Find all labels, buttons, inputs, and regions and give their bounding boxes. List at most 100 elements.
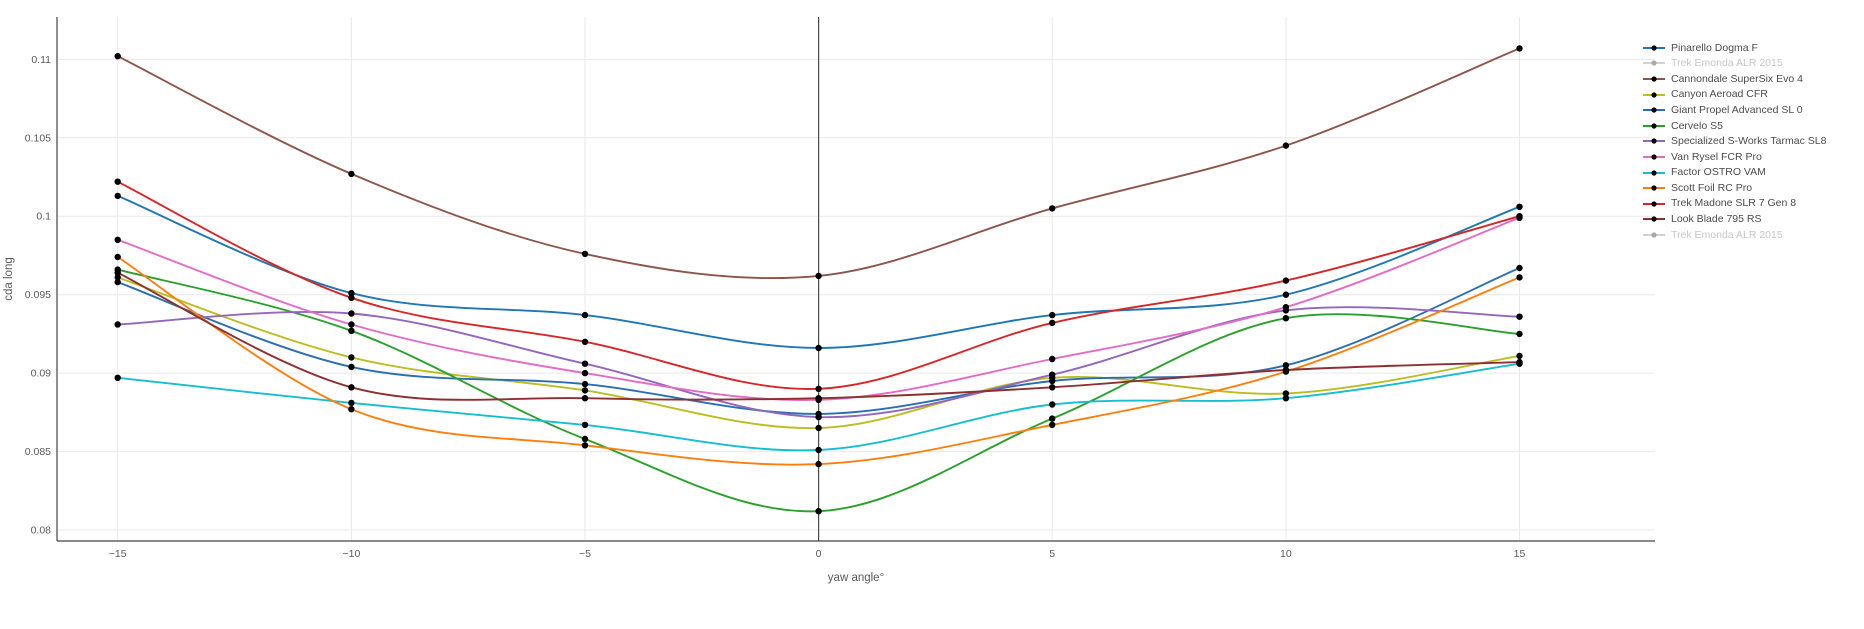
legend-item-9[interactable]: Scott Foil RC Pro — [1642, 180, 1857, 196]
legend-item-3[interactable]: Canyon Aeroad CFR — [1642, 87, 1857, 103]
data-point-marker — [1049, 205, 1056, 212]
data-point-marker — [114, 178, 121, 185]
data-point-marker — [815, 446, 822, 454]
data-point-marker — [114, 321, 121, 328]
legend-line-marker-icon — [1643, 91, 1665, 98]
y-tick-label: 0.11 — [31, 54, 51, 66]
data-point-marker — [1282, 395, 1290, 402]
legend-item-8[interactable]: Factor OSTRO VAM — [1642, 165, 1857, 181]
data-point-marker — [348, 310, 355, 317]
data-point-marker — [815, 272, 822, 280]
data-point-marker — [1049, 384, 1056, 391]
data-point-marker — [114, 253, 121, 261]
x-tick-label: −10 — [342, 548, 360, 560]
legend-item-11[interactable]: Look Blade 795 RS — [1642, 212, 1857, 228]
data-point-marker — [581, 338, 589, 345]
data-point-marker — [1282, 362, 1290, 369]
x-tick-label: 15 — [1514, 548, 1526, 560]
legend-item-12[interactable]: Trek Emonda ALR 2015 — [1642, 227, 1857, 243]
series-11 — [114, 269, 1523, 402]
data-point-marker — [1049, 311, 1056, 319]
series-0 — [114, 192, 1523, 352]
data-point-marker — [114, 274, 121, 281]
legend-item-0[interactable]: Pinarello Dogma F — [1642, 40, 1857, 56]
gridlines — [57, 17, 1655, 541]
legend-item-4[interactable]: Giant Propel Advanced SL 0 — [1642, 102, 1857, 118]
legend-line-marker-icon — [1643, 45, 1665, 51]
data-point-marker — [1049, 371, 1056, 378]
data-point-marker — [1516, 358, 1523, 366]
series-8 — [114, 360, 1523, 454]
data-point-marker — [581, 311, 589, 319]
data-point-marker — [348, 354, 355, 361]
data-point-marker — [1282, 315, 1290, 322]
y-tick-label: 0.08 — [31, 525, 52, 537]
legend-line-marker-icon — [1643, 201, 1665, 207]
data-point-marker — [815, 460, 822, 468]
legend-item-10[interactable]: Trek Madone SLR 7 Gen 8 — [1642, 196, 1857, 212]
legend-label: Cervelo S5 — [1671, 119, 1723, 132]
data-point-marker — [348, 399, 355, 407]
legend-label: Pinarello Dogma F — [1671, 41, 1758, 54]
data-point-marker — [581, 435, 589, 443]
legend-line-marker-icon — [1643, 169, 1665, 176]
data-point-marker — [348, 406, 355, 413]
data-point-marker — [348, 170, 355, 178]
x-tick-label: 0 — [816, 548, 822, 560]
data-point-marker — [815, 424, 822, 432]
data-point-marker — [1049, 401, 1056, 408]
data-point-marker — [1282, 304, 1290, 311]
legend-line-marker-icon — [1643, 76, 1665, 82]
legend-item-7[interactable]: Van Rysel FCR Pro — [1642, 149, 1857, 165]
legend-line-marker-icon — [1643, 216, 1665, 222]
y-tick-label: 0.105 — [25, 132, 51, 144]
legend-item-5[interactable]: Cervelo S5 — [1642, 118, 1857, 134]
legend: Pinarello Dogma F Trek Emonda ALR 2015 Can… — [1642, 40, 1857, 243]
data-point-marker — [114, 236, 121, 243]
data-point-marker — [1282, 366, 1290, 374]
legend-line-marker-icon — [1643, 232, 1665, 238]
traces — [114, 45, 1523, 515]
x-axis-title: yaw angle° — [828, 572, 884, 584]
legend-item-1[interactable]: Trek Emonda ALR 2015 — [1642, 56, 1857, 72]
legend-label: Specialized S-Works Tarmac SL8 — [1671, 135, 1827, 148]
data-point-marker — [1282, 291, 1290, 298]
data-point-marker — [581, 250, 589, 258]
legend-line-marker-icon — [1643, 154, 1665, 160]
data-point-marker — [581, 395, 589, 402]
legend-item-2[interactable]: Cannondale SuperSix Evo 4 — [1642, 71, 1857, 87]
series-2 — [114, 45, 1523, 280]
series-5 — [114, 266, 1523, 515]
data-point-marker — [581, 442, 589, 449]
data-point-marker — [114, 192, 121, 200]
y-tick-label: 0.1 — [36, 211, 51, 223]
data-point-marker — [1049, 355, 1056, 363]
x-tick-label: 10 — [1280, 548, 1292, 560]
legend-line-marker-icon — [1643, 107, 1665, 113]
data-point-marker — [114, 269, 121, 276]
data-point-marker — [348, 289, 355, 297]
x-tick-label: −15 — [109, 548, 127, 560]
data-point-marker — [348, 321, 355, 328]
data-point-marker — [114, 374, 121, 381]
data-point-marker — [348, 327, 355, 334]
data-point-marker — [1516, 330, 1523, 338]
legend-line-marker-icon — [1643, 185, 1665, 191]
data-point-marker — [815, 344, 822, 352]
legend-label: Trek Emonda ALR 2015 — [1671, 228, 1783, 241]
legend-label: Look Blade 795 RS — [1671, 213, 1762, 226]
data-point-marker — [815, 508, 822, 515]
legend-label: Factor OSTRO VAM — [1671, 166, 1766, 179]
legend-label: Van Rysel FCR Pro — [1671, 150, 1762, 163]
legend-item-6[interactable]: Specialized S-Works Tarmac SL8 — [1642, 134, 1857, 150]
data-point-marker — [815, 385, 822, 392]
data-point-marker — [1516, 264, 1523, 272]
legend-line-marker-icon — [1643, 123, 1665, 129]
y-axis-title: cda long — [3, 257, 15, 300]
data-point-marker — [815, 395, 822, 402]
data-point-marker — [1049, 377, 1056, 385]
data-point-marker — [581, 387, 589, 394]
tick-labels: 0.08 0.085 0.09 0.095 0.1 0.105 0.11 −15 −10 −5 0 5… — [25, 54, 1526, 560]
